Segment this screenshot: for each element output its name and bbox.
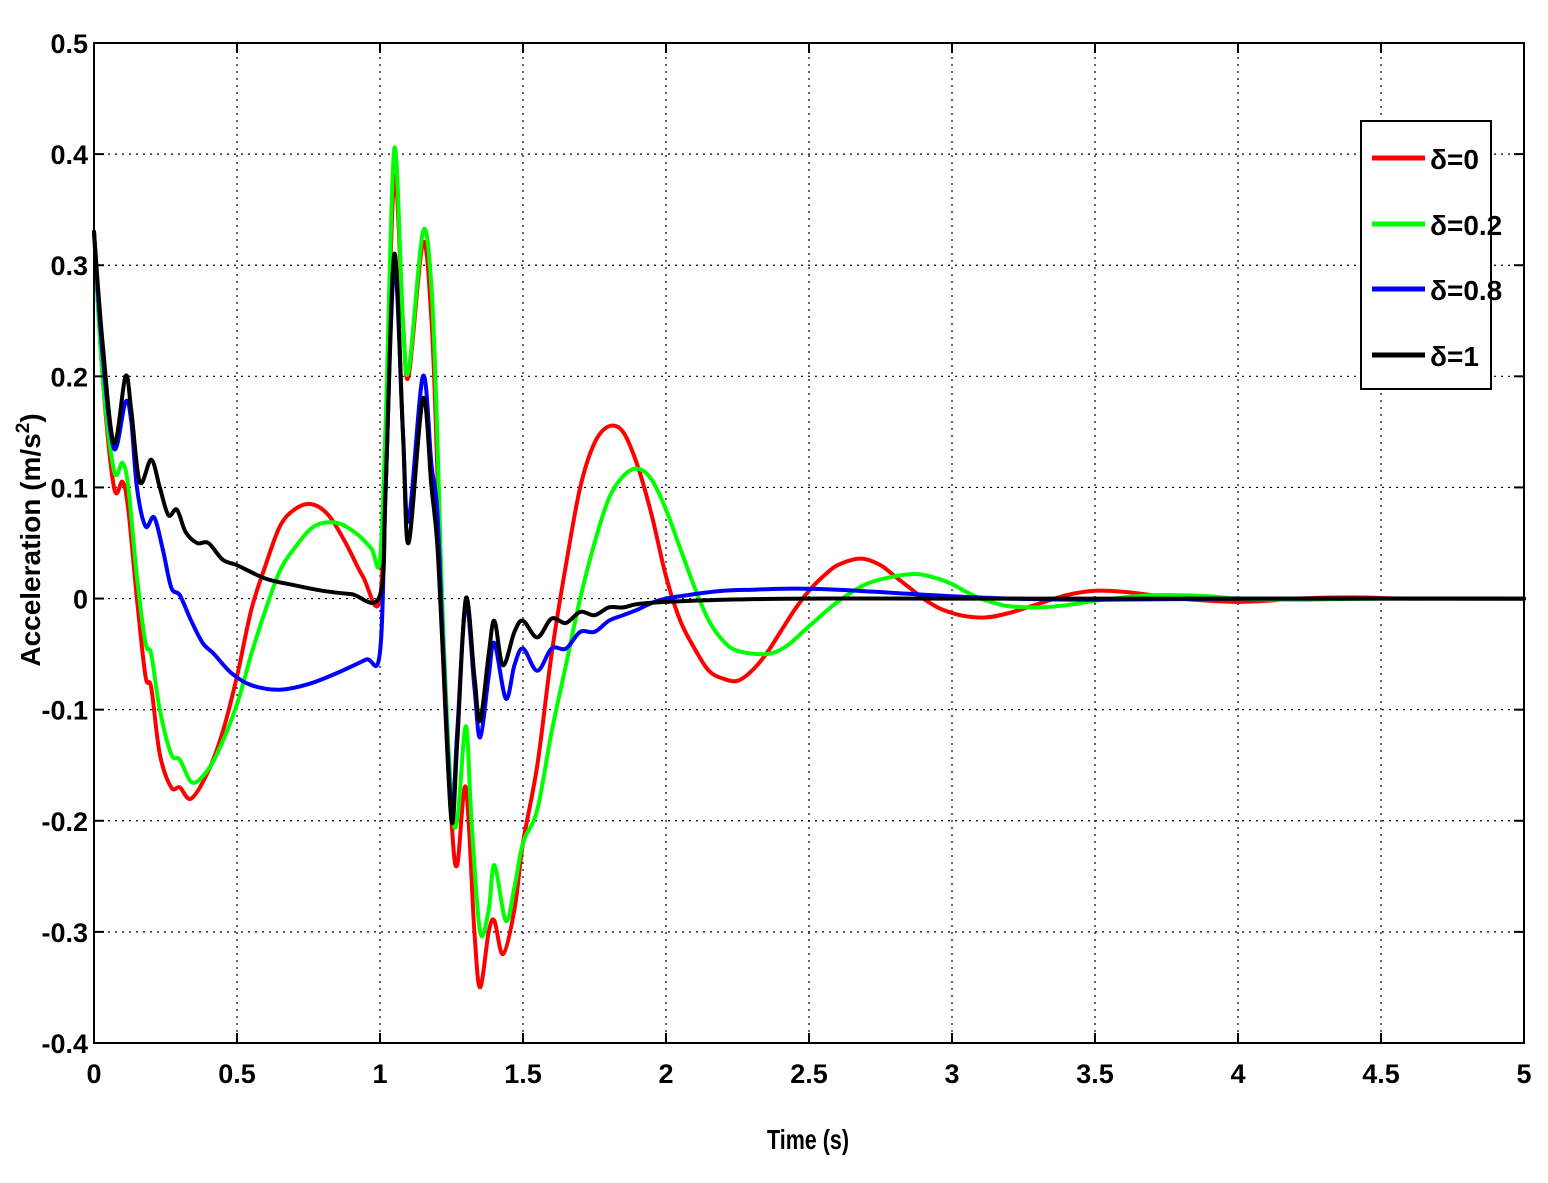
y-tick-label-0-4: 0.4	[50, 140, 88, 170]
y-tick-label-neg0-1: -0.1	[41, 696, 88, 726]
legend-label-delta-0-2: δ=0.2	[1430, 210, 1502, 241]
x-tick-label-1-5: 1.5	[504, 1059, 542, 1089]
series-lines	[92, 145, 1526, 990]
y-axis-title-superscript: 2	[13, 423, 34, 434]
series-line-delta-0-8	[92, 229, 1526, 814]
y-tick-label-0-3: 0.3	[50, 251, 88, 281]
x-tick-label-2-5: 2.5	[790, 1059, 828, 1089]
y-tick-labels: -0.4 -0.3 -0.2 -0.1 0 0.1 0.2 0.3 0.4 0.5	[41, 29, 88, 1059]
x-tick-label-0: 0	[86, 1059, 101, 1089]
legend-box	[1360, 120, 1492, 390]
x-axis-title: Time (s)	[767, 1124, 849, 1155]
y-tick-label-0-2: 0.2	[50, 362, 88, 392]
axis-ticks	[93, 42, 1525, 1044]
legend: δ=0 δ=0.2 δ=0.8 δ=1	[1360, 120, 1502, 390]
y-tick-label-0-1: 0.1	[50, 473, 88, 503]
y-tick-label-neg0-3: -0.3	[41, 918, 88, 948]
y-tick-label-0-5: 0.5	[50, 29, 88, 59]
series-line-delta-1	[92, 229, 1526, 826]
grid	[94, 43, 1524, 1043]
y-axis-title: Acceleration (m/s2)	[13, 413, 46, 666]
x-tick-label-1: 1	[372, 1059, 387, 1089]
legend-label-delta-1: δ=1	[1430, 341, 1479, 372]
x-tick-label-4-5: 4.5	[1362, 1059, 1400, 1089]
y-tick-label-0: 0	[73, 585, 88, 615]
x-tick-label-3-5: 3.5	[1076, 1059, 1114, 1089]
y-tick-label-neg0-4: -0.4	[41, 1029, 88, 1059]
legend-label-delta-0-8: δ=0.8	[1430, 275, 1502, 306]
x-tick-label-2: 2	[658, 1059, 673, 1089]
series-line-delta-0-2	[92, 145, 1526, 939]
plot-area-frame	[93, 42, 1525, 1044]
y-tick-label-neg0-2: -0.2	[41, 807, 88, 837]
x-tick-label-3: 3	[944, 1059, 959, 1089]
y-axis-title-main: Acceleration (m/s	[15, 433, 46, 666]
x-tick-label-5: 5	[1516, 1059, 1531, 1089]
legend-label-delta-0: δ=0	[1430, 144, 1479, 175]
series-line-delta-0	[92, 172, 1526, 990]
x-tick-labels: 0 0.5 1 1.5 2 2.5 3 3.5 4 4.5 5	[86, 1059, 1531, 1089]
x-tick-label-4: 4	[1230, 1059, 1245, 1089]
x-tick-label-0-5: 0.5	[218, 1059, 256, 1089]
y-axis-title-suffix: )	[15, 413, 46, 422]
